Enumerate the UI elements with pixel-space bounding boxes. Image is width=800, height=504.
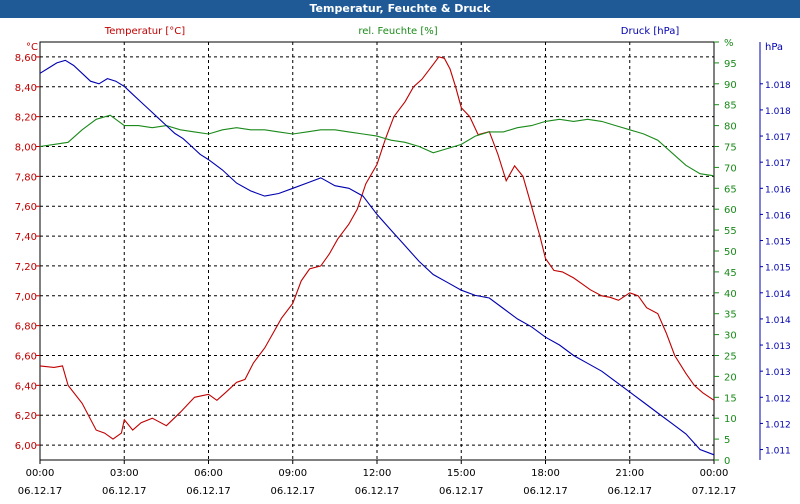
- pressure-tick-label: 1.015: [765, 264, 791, 274]
- temperature-tick-label: 6,00: [15, 441, 37, 452]
- pressure-tick-label: 1.017: [765, 159, 791, 169]
- pressure-tick-label: 1.012: [765, 420, 791, 430]
- x-tick-label-date: 07.12.17: [692, 486, 737, 497]
- x-tick-label-time: 18:00: [531, 468, 560, 479]
- humidity-tick-label: 75: [724, 143, 737, 154]
- x-tick-label-date: 06.12.17: [355, 486, 400, 497]
- x-tick-label-time: 03:00: [110, 468, 139, 479]
- series-line-temperature: [39, 56, 715, 440]
- temperature-tick-label: 7,60: [15, 202, 37, 213]
- temperature-tick-label: 8,20: [15, 113, 37, 124]
- series-line-humidity: [39, 114, 715, 177]
- x-tick-label-time: 06:00: [194, 468, 223, 479]
- humidity-tick-label: 30: [724, 331, 737, 342]
- humidity-tick-label: 85: [724, 101, 737, 112]
- chart-title: Temperatur, Feuchte & Druck: [0, 0, 800, 18]
- pressure-tick-label: 1.017: [765, 133, 791, 143]
- x-tick-label-date: 06.12.17: [270, 486, 315, 497]
- chart-area: 00:00 06.12.17 03:00 06.12.17 06:00 06.12.17 0…: [0, 18, 800, 500]
- pressure-tick-label: 1.015: [765, 238, 791, 248]
- humidity-tick-label: 50: [724, 247, 737, 258]
- temperature-tick-label: 8,00: [15, 143, 37, 154]
- temperature-tick-label: 6,60: [15, 352, 37, 363]
- humidity-tick-label: 80: [724, 122, 737, 133]
- temperature-tick-label: 6,80: [15, 322, 37, 333]
- temperature-tick-label: 7,80: [15, 172, 37, 183]
- pressure-tick-label: 1.013: [765, 342, 791, 352]
- x-tick-label-date: 06.12.17: [607, 486, 652, 497]
- humidity-tick-label: 5: [724, 435, 730, 446]
- temperature-tick-label: 6,20: [15, 411, 37, 422]
- temperature-unit: °C: [26, 42, 38, 53]
- x-tick-label-time: 21:00: [615, 468, 644, 479]
- temperature-tick-label: 8,40: [15, 83, 37, 94]
- x-tick-label-date: 06.12.17: [523, 486, 568, 497]
- humidity-tick-label: 45: [724, 268, 737, 279]
- humidity-tick-label: 20: [724, 372, 737, 383]
- humidity-tick-label: 60: [724, 205, 737, 216]
- humidity-tick-label: 55: [724, 226, 737, 237]
- pressure-tick-label: 1.018: [765, 107, 791, 117]
- pressure-tick-label: 1.014: [765, 290, 791, 300]
- pressure-tick-label: 1.018: [765, 81, 791, 91]
- x-tick-label-time: 15:00: [447, 468, 476, 479]
- humidity-tick-label: 90: [724, 80, 737, 91]
- pressure-unit: hPa: [765, 42, 783, 53]
- humidity-tick-label: 95: [724, 59, 737, 70]
- pressure-tick-label: 1.016: [765, 185, 791, 195]
- x-tick-label-time: 00:00: [700, 468, 729, 479]
- pressure-tick-label: 1.014: [765, 316, 791, 326]
- x-tick-label-time: 09:00: [278, 468, 307, 479]
- humidity-tick-label: %: [724, 38, 734, 49]
- x-tick-label-date: 06.12.17: [18, 486, 63, 497]
- temperature-tick-label: 7,40: [15, 232, 37, 243]
- pressure-legend-label: Druck [hPa]: [621, 26, 680, 37]
- line-chart: 00:00 06.12.17 03:00 06.12.17 06:00 06.12.17 0…: [15, 26, 791, 497]
- pressure-tick-label: 1.011: [765, 447, 791, 457]
- humidity-tick-label: 70: [724, 163, 737, 174]
- temperature-tick-label: 7,20: [15, 262, 37, 273]
- pressure-tick-label: 1.013: [765, 368, 791, 378]
- humidity-tick-label: 40: [724, 289, 737, 300]
- temperature-legend-label: Temperatur [°C]: [104, 26, 185, 37]
- humidity-tick-label: 65: [724, 184, 737, 195]
- x-tick-label-date: 06.12.17: [186, 486, 231, 497]
- x-tick-label-time: 00:00: [26, 468, 55, 479]
- temperature-tick-label: 8,60: [15, 53, 37, 64]
- humidity-tick-label: 0: [724, 456, 730, 467]
- temperature-tick-label: 6,40: [15, 381, 37, 392]
- pressure-tick-label: 1.016: [765, 211, 791, 221]
- x-tick-label-time: 12:00: [363, 468, 392, 479]
- x-tick-label-date: 06.12.17: [439, 486, 484, 497]
- humidity-legend-label: rel. Feuchte [%]: [358, 26, 437, 37]
- humidity-tick-label: 10: [724, 414, 737, 425]
- humidity-tick-label: 25: [724, 352, 737, 363]
- x-tick-label-date: 06.12.17: [102, 486, 147, 497]
- temperature-tick-label: 7,00: [15, 292, 37, 303]
- humidity-tick-label: 15: [724, 393, 737, 404]
- series-line-pressure: [39, 59, 715, 456]
- humidity-tick-label: 35: [724, 310, 737, 321]
- pressure-tick-label: 1.012: [765, 394, 791, 404]
